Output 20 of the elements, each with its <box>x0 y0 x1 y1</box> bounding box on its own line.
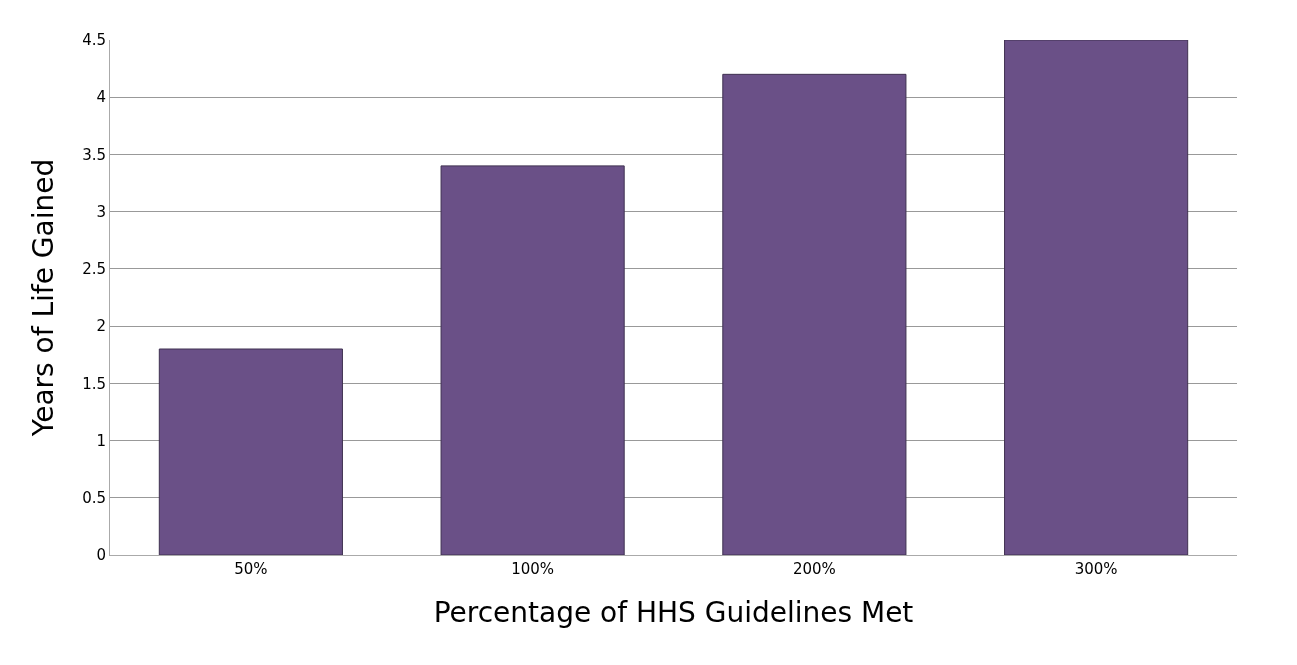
bar <box>158 348 343 555</box>
x-tick-label: 200% <box>792 560 836 578</box>
y-tick-label: 0 <box>96 546 106 565</box>
y-axis-title: Years of Life Gained <box>26 158 60 438</box>
y-tick-label: 2.5 <box>82 260 106 279</box>
y-tick-label: 3 <box>96 202 106 221</box>
bar <box>722 73 907 555</box>
y-tick-label: 1.5 <box>82 374 106 393</box>
x-axis-title: Percentage of HHS Guidelines Met <box>433 596 914 630</box>
y-tick-label: 3.5 <box>82 145 106 164</box>
y-tick-label: 4.5 <box>82 31 106 50</box>
y-tick-label: 4 <box>96 88 106 107</box>
x-tick-label: 100% <box>511 560 555 578</box>
y-tick-label: 2 <box>96 317 106 336</box>
bar <box>440 165 625 555</box>
y-tick-label: 1 <box>96 431 106 450</box>
x-tick-label: 50% <box>234 560 268 578</box>
x-tick-label: 300% <box>1074 560 1118 578</box>
y-tick-label: 0.5 <box>82 489 106 508</box>
bar <box>1004 40 1189 555</box>
